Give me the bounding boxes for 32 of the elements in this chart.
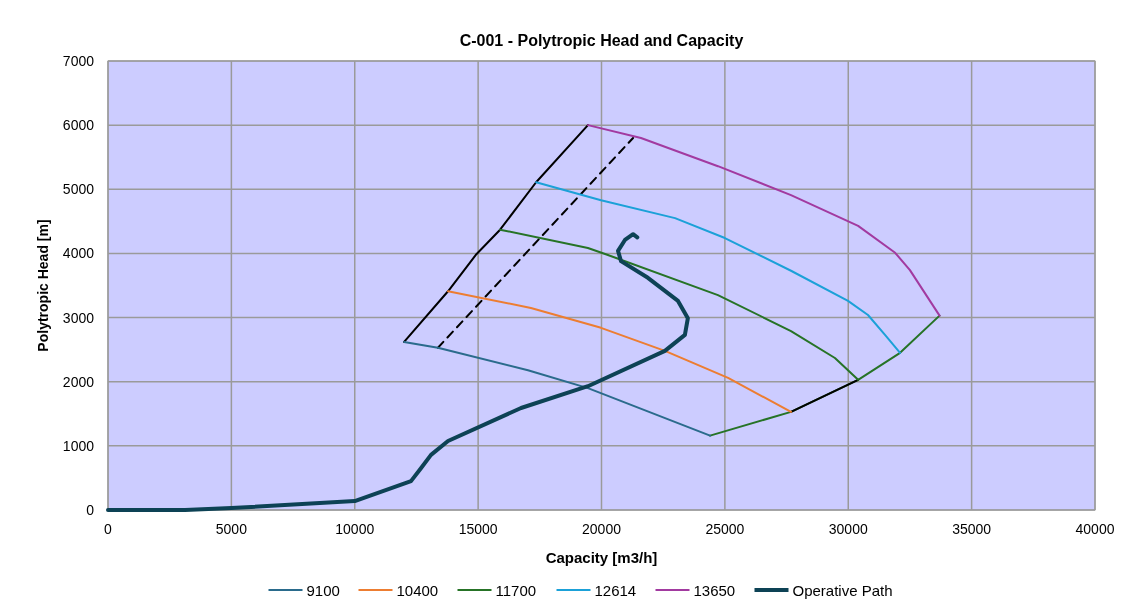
legend-label: 13650 — [693, 582, 736, 599]
line-series — [403, 340, 712, 437]
legend-label: 12614 — [594, 582, 637, 599]
y-tick-label: 3000 — [62, 309, 95, 326]
x-tick-label: 15000 — [458, 521, 498, 537]
legend-label: 10400 — [396, 582, 439, 599]
x-axis-title: Capacity [m3/h] — [545, 549, 658, 566]
y-tick-label: 6000 — [62, 117, 95, 134]
y-tick-label: 4000 — [62, 245, 95, 262]
x-tick-label: 35000 — [952, 521, 992, 537]
chart-title: C-001 - Polytropic Head and Capacity — [459, 32, 744, 49]
legend-label: Operative Path — [792, 582, 893, 599]
line-series — [535, 181, 902, 354]
y-tick-label: 1000 — [62, 437, 95, 454]
line-series — [586, 124, 941, 317]
y-tick-label: 5000 — [62, 181, 95, 198]
x-tick-label: 10000 — [335, 521, 375, 537]
line-series — [106, 232, 690, 512]
x-tick-label: 0 — [104, 521, 113, 537]
y-tick-label: 2000 — [62, 373, 95, 390]
legend-label: 11700 — [495, 582, 537, 599]
x-tick-label: 25000 — [705, 521, 745, 537]
line-series — [447, 290, 792, 413]
x-tick-label: 40000 — [1075, 521, 1115, 537]
y-tick-label: 0 — [86, 502, 95, 518]
y-axis-title: Polytropic Head [m] — [35, 219, 51, 352]
x-tick-label: 20000 — [582, 521, 622, 537]
legend-label: 9100 — [306, 582, 340, 599]
x-tick-label: 5000 — [215, 521, 248, 537]
line-series — [403, 124, 589, 343]
y-tick-label: 7000 — [62, 53, 95, 69]
x-tick-label: 30000 — [828, 521, 868, 537]
